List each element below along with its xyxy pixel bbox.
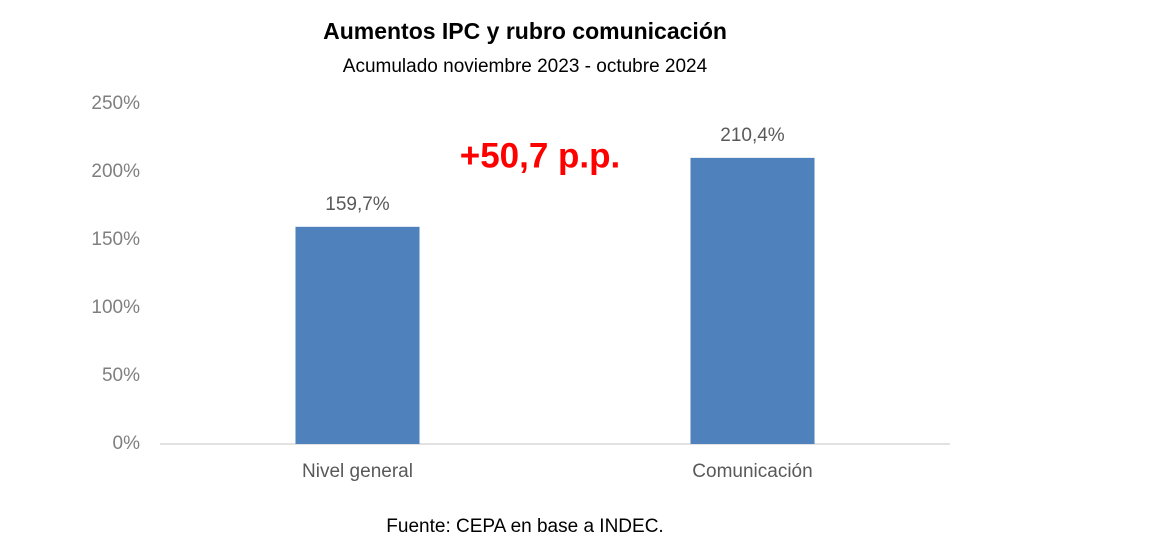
source-note: Fuente: CEPA en base a INDEC. xyxy=(386,516,663,537)
bar xyxy=(295,226,420,444)
x-tick-label: Comunicación xyxy=(692,461,812,482)
y-tick-label: 0% xyxy=(113,433,141,454)
y-tick-label: 200% xyxy=(91,161,140,182)
data-label: 210,4% xyxy=(720,125,785,146)
chart-title: Aumentos IPC y rubro comunicación xyxy=(323,18,727,44)
chart-subtitle: Acumulado noviembre 2023 - octubre 2024 xyxy=(343,56,708,77)
y-tick-label: 100% xyxy=(91,297,140,318)
x-tick-label: Nivel general xyxy=(302,461,413,482)
annotation: +50,7 p.p. xyxy=(460,136,621,175)
bar xyxy=(690,157,815,444)
data-label: 159,7% xyxy=(325,194,390,215)
y-tick-label: 250% xyxy=(91,93,140,114)
y-tick-label: 150% xyxy=(91,229,140,250)
y-tick-label: 50% xyxy=(102,365,140,386)
